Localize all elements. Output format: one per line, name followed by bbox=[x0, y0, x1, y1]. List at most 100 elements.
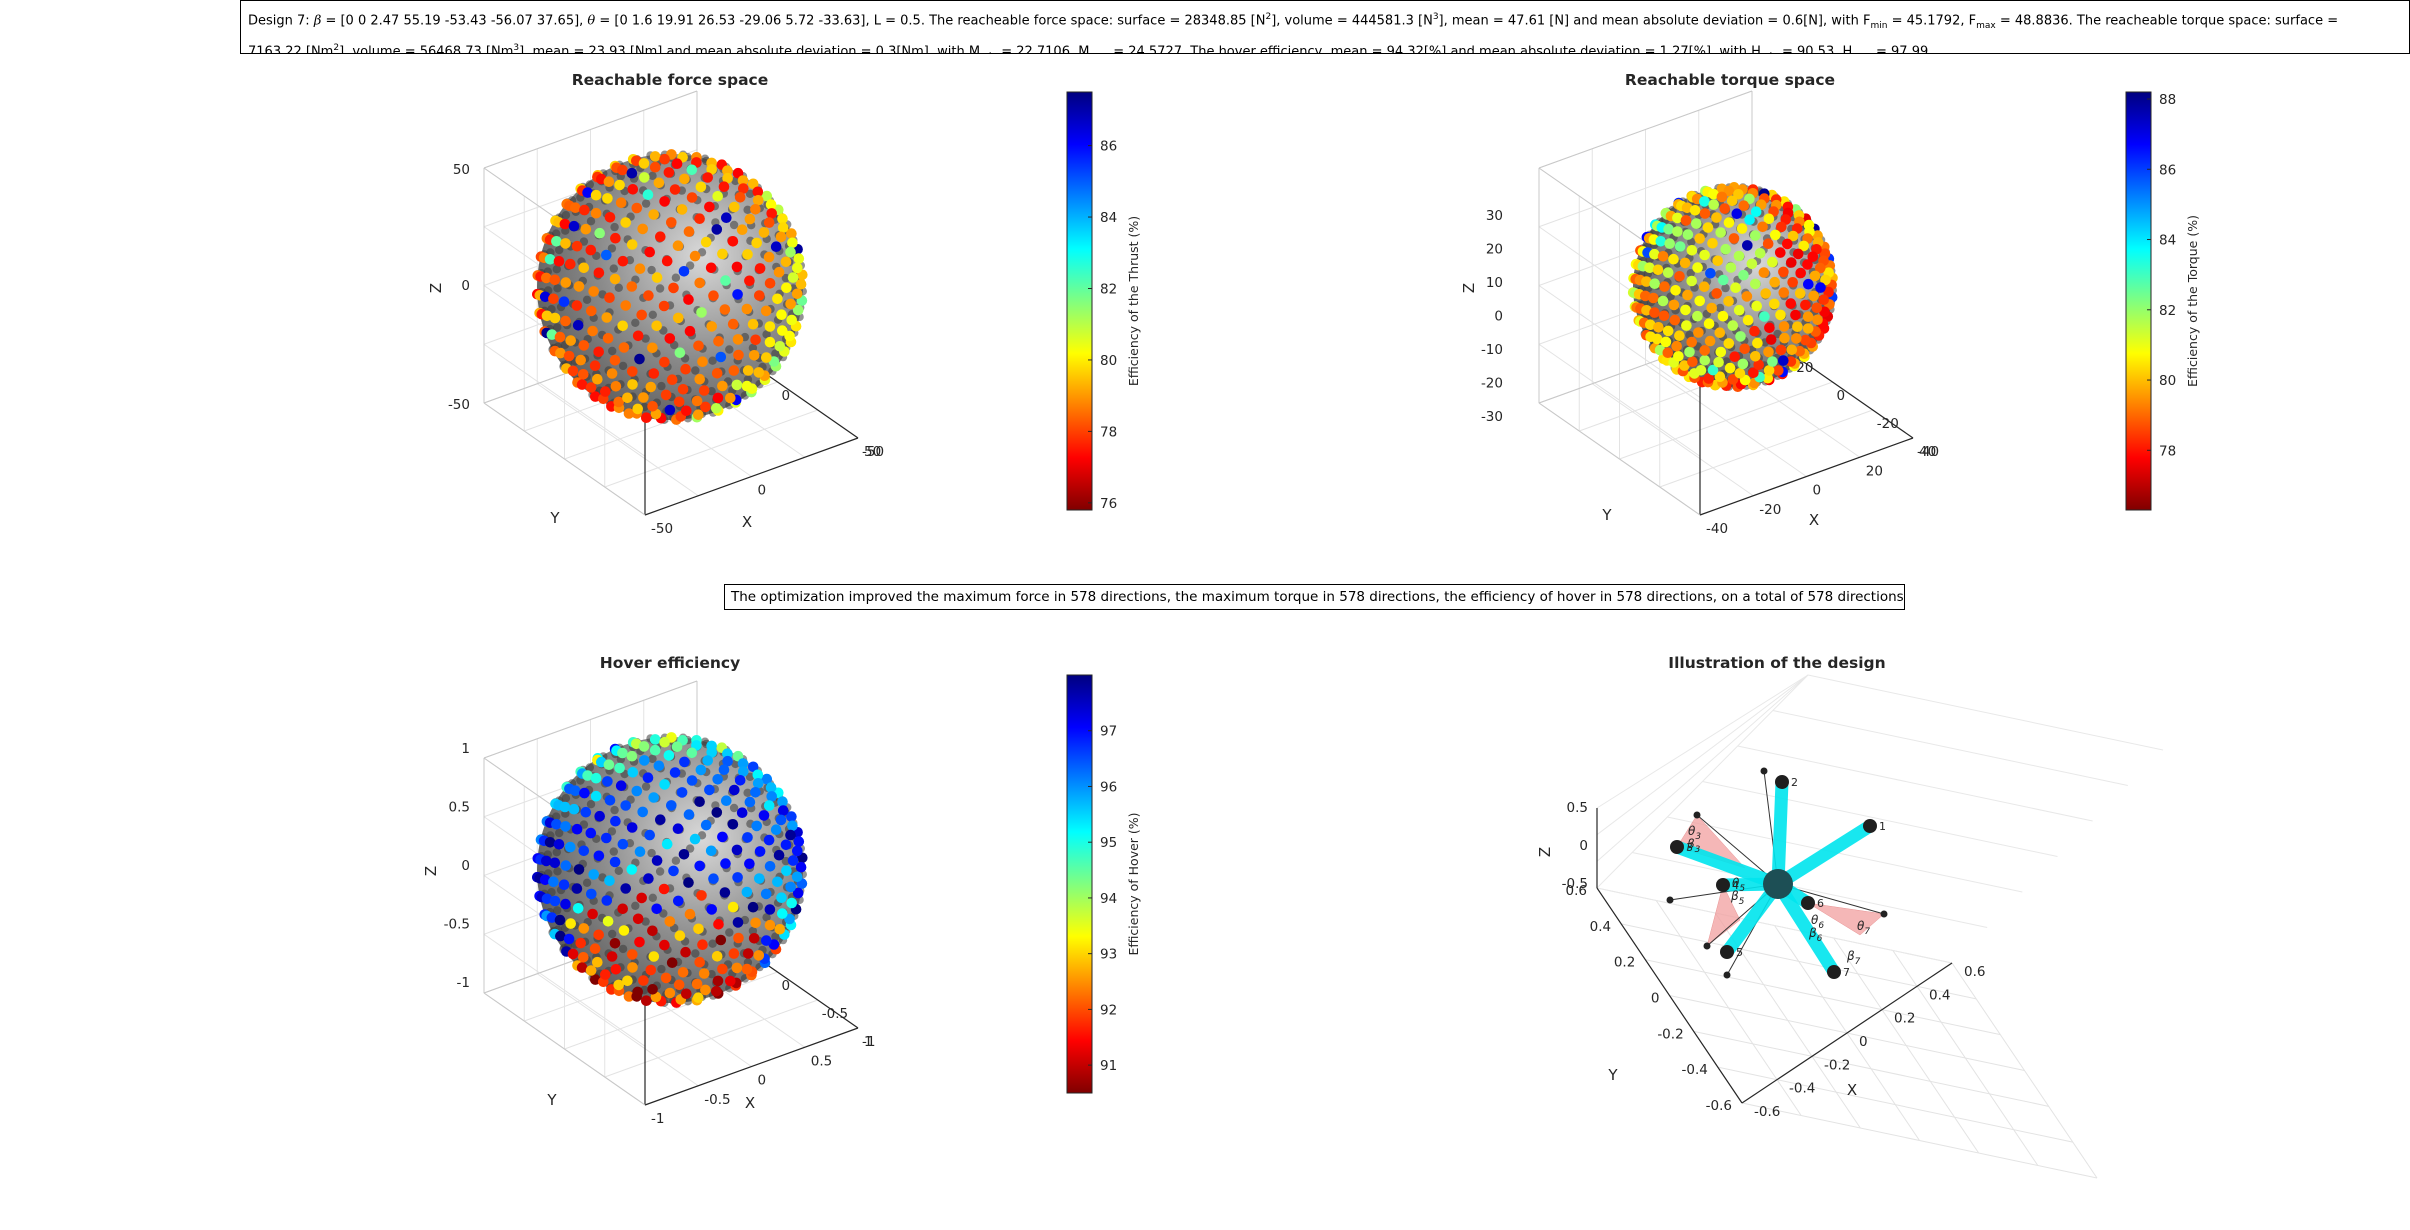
data-point bbox=[617, 903, 628, 915]
data-point bbox=[683, 294, 694, 305]
data-point bbox=[578, 845, 590, 857]
data-point bbox=[601, 312, 613, 323]
colorbar-tick-label: 93 bbox=[1100, 947, 1117, 963]
data-point bbox=[603, 759, 615, 770]
data-point bbox=[741, 380, 753, 392]
data-point bbox=[754, 263, 766, 274]
data-point bbox=[731, 962, 743, 974]
data-point bbox=[617, 255, 629, 267]
data-point bbox=[748, 350, 760, 361]
data-point bbox=[1699, 355, 1711, 366]
data-point bbox=[627, 184, 639, 195]
grid-line bbox=[1596, 674, 1809, 836]
data-point bbox=[731, 379, 743, 391]
data-point bbox=[793, 253, 805, 264]
y-tick-label: 0 bbox=[782, 978, 791, 994]
y-axis-label: Y bbox=[1601, 506, 1612, 524]
data-point bbox=[666, 217, 677, 228]
data-point bbox=[784, 330, 795, 342]
data-point bbox=[1679, 360, 1690, 371]
data-point bbox=[638, 741, 650, 752]
data-point bbox=[750, 204, 761, 215]
data-point bbox=[578, 340, 590, 351]
data-point bbox=[747, 318, 759, 330]
data-point bbox=[1763, 213, 1775, 225]
data-point bbox=[607, 244, 617, 253]
data-point bbox=[704, 201, 715, 213]
data-point bbox=[593, 929, 604, 941]
data-point bbox=[695, 764, 707, 776]
data-point bbox=[721, 795, 732, 806]
z-tick-label: -50 bbox=[448, 397, 470, 413]
colorbar-tick-label: 94 bbox=[1100, 891, 1117, 907]
data-point bbox=[1715, 227, 1726, 238]
data-point bbox=[1714, 371, 1726, 383]
data-point bbox=[568, 803, 580, 815]
data-point bbox=[679, 756, 690, 768]
data-point bbox=[648, 171, 657, 180]
data-point bbox=[764, 321, 776, 332]
x-tick-label: 20 bbox=[1866, 463, 1883, 479]
data-point bbox=[1738, 200, 1750, 211]
data-point bbox=[786, 811, 797, 822]
colorbar-tick-label: 76 bbox=[1100, 496, 1117, 512]
data-point bbox=[558, 296, 570, 308]
angle-label: β7 bbox=[1846, 949, 1861, 967]
data-point bbox=[1671, 340, 1682, 352]
data-point bbox=[648, 951, 660, 962]
data-point bbox=[694, 277, 705, 289]
data-point bbox=[706, 904, 717, 915]
y-tick-label: -0.2 bbox=[1657, 1026, 1683, 1042]
data-point bbox=[626, 281, 638, 292]
data-point bbox=[658, 300, 670, 312]
y-tick-label: -0.4 bbox=[1681, 1062, 1707, 1078]
data-point bbox=[1820, 274, 1831, 286]
x-tick-label: 40 bbox=[1919, 444, 1936, 460]
data-point bbox=[661, 255, 673, 267]
data-point bbox=[638, 392, 649, 403]
data-point bbox=[1741, 291, 1753, 302]
grid-line bbox=[1596, 887, 1953, 964]
data-point bbox=[1707, 364, 1719, 376]
data-point bbox=[732, 334, 744, 345]
data-point bbox=[655, 231, 666, 242]
data-point bbox=[781, 282, 792, 294]
z-tick-label: 0 bbox=[1494, 309, 1503, 325]
data-point bbox=[647, 925, 658, 937]
data-point bbox=[1802, 311, 1814, 323]
arm-label: 4 bbox=[1732, 879, 1739, 892]
data-point bbox=[1721, 283, 1730, 293]
data-point bbox=[639, 755, 650, 766]
data-point bbox=[631, 785, 643, 797]
data-point bbox=[1641, 305, 1652, 316]
data-point bbox=[747, 901, 759, 913]
colorbar-tick-label: 84 bbox=[2159, 233, 2176, 249]
arm-label: 3 bbox=[1686, 841, 1693, 854]
data-point bbox=[742, 249, 753, 260]
data-point bbox=[712, 774, 723, 785]
data-point bbox=[663, 750, 675, 761]
data-point bbox=[1725, 262, 1737, 273]
z-tick-label: -20 bbox=[1481, 376, 1503, 392]
data-point bbox=[664, 916, 676, 927]
data-point bbox=[702, 172, 713, 183]
propeller-node bbox=[1775, 775, 1789, 789]
data-point bbox=[1763, 365, 1775, 376]
data-point bbox=[1767, 356, 1778, 367]
data-point bbox=[697, 356, 708, 368]
data-point bbox=[631, 901, 640, 910]
z-tick-label: 0 bbox=[1579, 838, 1588, 854]
data-point bbox=[1686, 269, 1695, 278]
data-point bbox=[786, 228, 797, 239]
data-point bbox=[729, 220, 739, 230]
data-point bbox=[561, 211, 571, 220]
data-point bbox=[1708, 188, 1719, 200]
data-point bbox=[669, 767, 681, 778]
data-point bbox=[627, 962, 638, 973]
data-point bbox=[1699, 345, 1710, 356]
data-point bbox=[686, 747, 698, 759]
data-point bbox=[614, 179, 625, 191]
data-point bbox=[582, 187, 593, 198]
data-point bbox=[1672, 226, 1683, 237]
data-point bbox=[578, 369, 589, 380]
